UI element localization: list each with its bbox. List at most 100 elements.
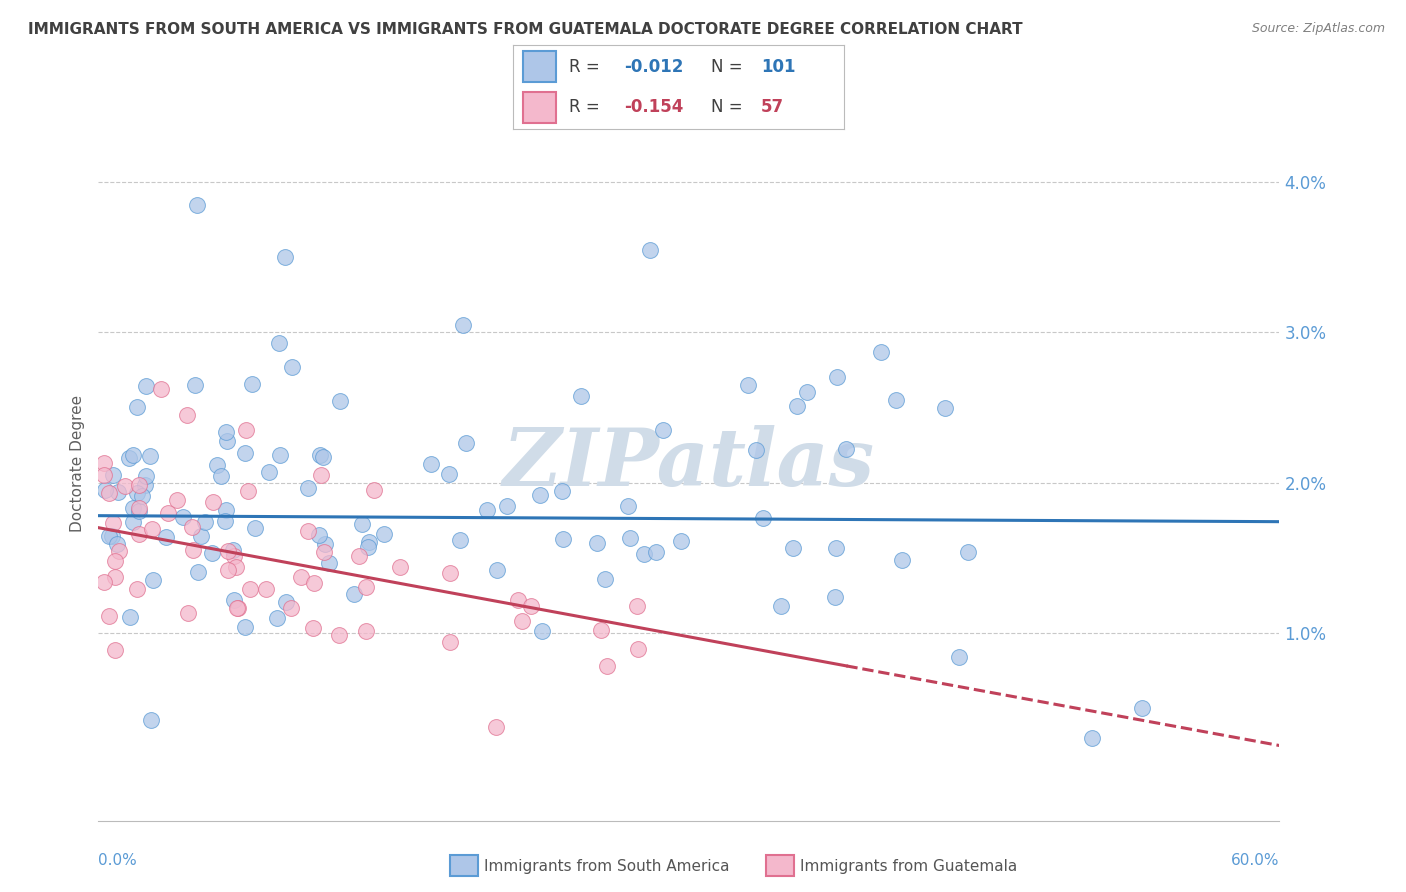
Point: [121, 500, 143, 515]
Point: [439, 566, 461, 581]
Point: [166, 492, 188, 507]
Point: [357, 535, 380, 549]
Point: [215, 434, 238, 448]
Text: N =: N =: [711, 58, 748, 76]
Point: [226, 601, 249, 615]
Point: [238, 582, 260, 597]
Point: [93, 483, 115, 498]
Point: [825, 541, 848, 555]
Text: -0.012: -0.012: [624, 58, 683, 76]
Point: [235, 423, 257, 437]
Point: [176, 408, 198, 422]
Point: [824, 590, 846, 604]
Point: [496, 500, 519, 514]
Point: [475, 503, 498, 517]
Point: [177, 606, 200, 620]
Point: [181, 542, 204, 557]
Point: [194, 515, 217, 529]
Point: [201, 546, 224, 560]
Point: [101, 529, 124, 543]
Point: [93, 456, 115, 470]
Point: [257, 465, 280, 479]
FancyBboxPatch shape: [523, 92, 557, 122]
Point: [356, 541, 378, 555]
Point: [107, 484, 129, 499]
Point: [172, 510, 194, 524]
Point: [890, 553, 912, 567]
Point: [156, 506, 179, 520]
Point: [304, 575, 326, 590]
Point: [108, 544, 131, 558]
Point: [314, 537, 336, 551]
Y-axis label: Doctorate Degree: Doctorate Degree: [70, 395, 86, 533]
Point: [529, 488, 551, 502]
Point: [309, 467, 332, 482]
Point: [186, 197, 208, 211]
Point: [297, 481, 319, 495]
Point: [98, 485, 121, 500]
Point: [134, 478, 156, 492]
Point: [948, 649, 970, 664]
Point: [274, 595, 297, 609]
Point: [651, 423, 673, 437]
Point: [121, 448, 143, 462]
Point: [302, 621, 325, 635]
Point: [550, 483, 572, 498]
Point: [437, 467, 460, 481]
Point: [309, 448, 332, 462]
Point: [669, 533, 692, 548]
Point: [190, 529, 212, 543]
Point: [328, 628, 350, 642]
Point: [118, 451, 141, 466]
Point: [454, 435, 477, 450]
Point: [449, 533, 471, 547]
Point: [419, 457, 441, 471]
Point: [125, 582, 148, 596]
Point: [225, 560, 247, 574]
Text: 60.0%: 60.0%: [1232, 853, 1279, 868]
Point: [312, 450, 335, 464]
Point: [1130, 701, 1153, 715]
Point: [595, 659, 617, 673]
Text: 0.0%: 0.0%: [98, 853, 138, 868]
Point: [128, 478, 150, 492]
Point: [551, 532, 574, 546]
Point: [439, 635, 461, 649]
Point: [835, 442, 858, 457]
Point: [626, 599, 648, 613]
Point: [752, 510, 775, 524]
Point: [224, 593, 246, 607]
Point: [104, 569, 127, 583]
Point: [128, 504, 150, 518]
Point: [329, 393, 352, 408]
Point: [180, 520, 202, 534]
Text: Source: ZipAtlas.com: Source: ZipAtlas.com: [1251, 22, 1385, 36]
Point: [103, 467, 125, 482]
Point: [627, 641, 650, 656]
Point: [290, 570, 312, 584]
Point: [139, 449, 162, 463]
Point: [236, 483, 259, 498]
Point: [245, 521, 267, 535]
Point: [616, 499, 638, 513]
Point: [105, 537, 128, 551]
Point: [240, 377, 263, 392]
Point: [93, 575, 115, 590]
Point: [745, 442, 768, 457]
Point: [280, 600, 302, 615]
Point: [569, 389, 592, 403]
Point: [120, 610, 142, 624]
Point: [347, 549, 370, 563]
Point: [142, 573, 165, 587]
Point: [633, 547, 655, 561]
Point: [103, 516, 125, 530]
Point: [266, 611, 288, 625]
Point: [318, 556, 340, 570]
Point: [121, 515, 143, 529]
Point: [214, 514, 236, 528]
Point: [93, 468, 115, 483]
Point: [187, 566, 209, 580]
Point: [267, 336, 290, 351]
Text: Immigrants from Guatemala: Immigrants from Guatemala: [800, 859, 1018, 873]
Point: [1081, 731, 1104, 745]
